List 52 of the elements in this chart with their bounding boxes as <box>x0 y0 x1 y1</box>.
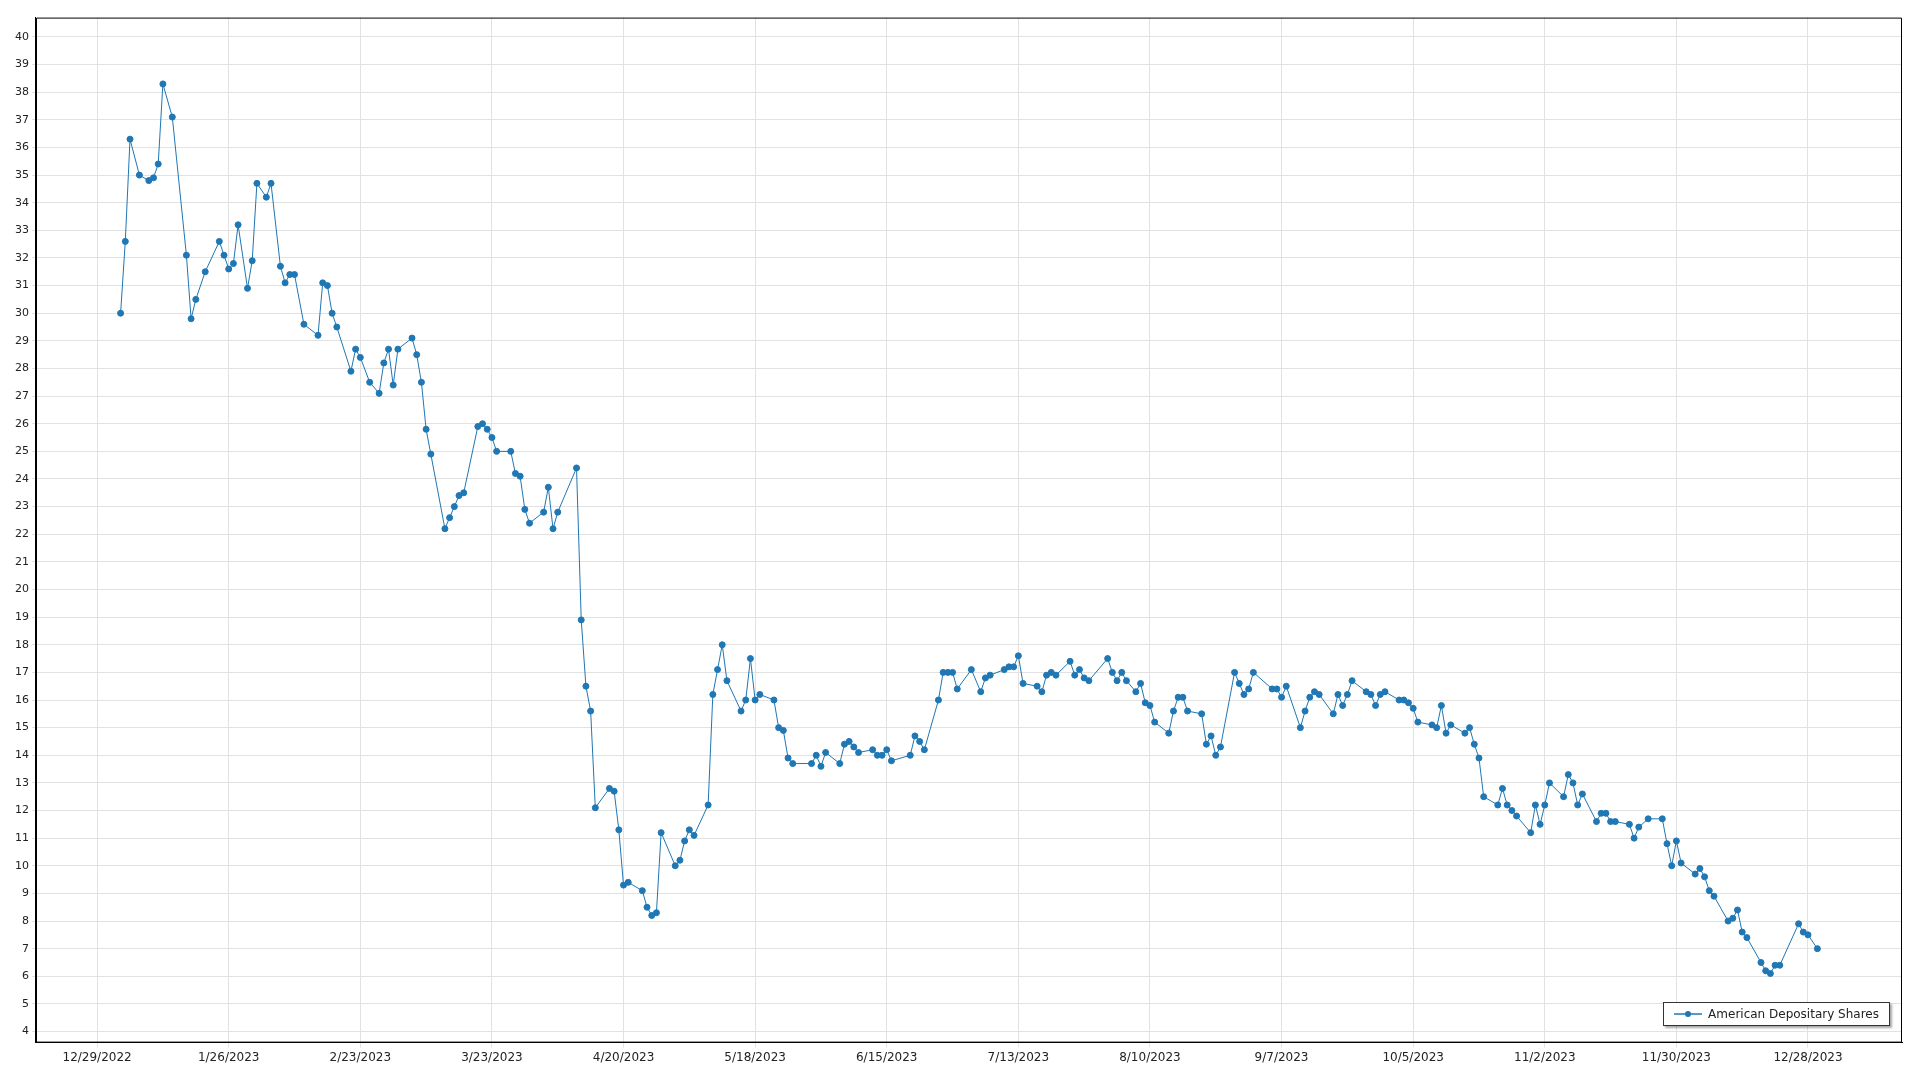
y-tick-label: 25 <box>15 444 29 458</box>
y-tick-label: 39 <box>15 57 29 71</box>
y-tick-label: 32 <box>15 250 29 264</box>
x-tick-label: 12/28/2023 <box>1773 1049 1843 1064</box>
x-tick-label: 8/10/2023 <box>1119 1049 1181 1064</box>
y-tick-label: 21 <box>15 554 29 568</box>
y-tick-label: 28 <box>15 361 29 375</box>
y-tick-label: 10 <box>15 858 29 872</box>
x-tick-label: 5/18/2023 <box>724 1049 786 1064</box>
y-tick-label: 31 <box>15 278 29 292</box>
x-tick-label: 7/13/2023 <box>987 1049 1050 1064</box>
y-tick-label: 18 <box>15 637 29 651</box>
x-tick-label: 3/23/2023 <box>461 1049 523 1064</box>
x-tick-label: 1/26/2023 <box>197 1049 260 1064</box>
y-tick-label: 27 <box>15 388 29 402</box>
y-tick-label: 24 <box>15 471 29 485</box>
y-tick-label: 26 <box>15 416 29 430</box>
y-tick-label: 15 <box>15 720 29 734</box>
y-tick-label: 6 <box>22 969 29 983</box>
y-tick-label: 5 <box>22 996 29 1010</box>
y-tick-label: 20 <box>15 582 29 596</box>
y-tick-label: 40 <box>15 29 29 43</box>
x-tick-label: 9/7/2023 <box>1254 1049 1309 1064</box>
y-tick-label: 13 <box>15 775 29 789</box>
x-tick-label: 6/15/2023 <box>855 1049 918 1064</box>
x-tick-label: 4/20/2023 <box>592 1049 655 1064</box>
x-tick-label: 11/2/2023 <box>1514 1049 1576 1064</box>
y-tick-label: 16 <box>15 692 29 706</box>
y-tick-label: 38 <box>15 85 29 99</box>
y-tick-label: 34 <box>15 195 29 209</box>
y-tick-label: 12 <box>15 803 29 817</box>
x-tick-label: 2/23/2023 <box>329 1049 392 1064</box>
y-tick-label: 30 <box>15 306 29 320</box>
y-tick-label: 9 <box>22 886 29 900</box>
y-tick-label: 33 <box>15 223 29 237</box>
x-tick-label: 12/29/2022 <box>62 1049 132 1064</box>
y-tick-label: 36 <box>15 140 29 154</box>
legend-label: American Depositary Shares <box>1708 1007 1879 1021</box>
x-tick-label: 11/30/2023 <box>1641 1049 1711 1064</box>
y-tick-label: 19 <box>15 609 29 623</box>
y-tick-label: 22 <box>15 527 29 541</box>
y-tick-label: 14 <box>15 748 29 762</box>
y-tick-label: 23 <box>15 499 29 513</box>
y-tick-label: 7 <box>22 941 29 955</box>
x-tick-label: 10/5/2023 <box>1382 1049 1444 1064</box>
y-tick-label: 17 <box>15 665 29 679</box>
y-tick-label: 35 <box>15 167 29 181</box>
y-tick-label: 8 <box>22 913 29 927</box>
y-tick-label: 11 <box>15 831 29 845</box>
y-tick-label: 29 <box>15 333 29 347</box>
y-tick-label: 4 <box>22 1024 29 1038</box>
y-tick-label: 37 <box>15 112 29 126</box>
